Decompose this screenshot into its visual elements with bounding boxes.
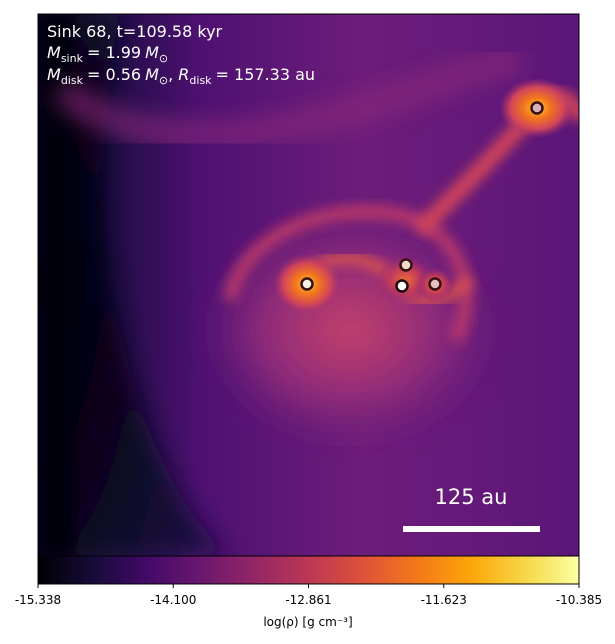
colorbar-tick-label: -10.385 xyxy=(556,593,602,607)
colorbar-ticks: -15.338 -14.100 -12.861 -11.623 -10.385 xyxy=(15,584,602,607)
scale-bar-label: 125 au xyxy=(435,485,508,509)
colorbar-tick-label: -14.100 xyxy=(150,593,196,607)
disk-mass-line: Mdisk = 0.56 M⊙, Rdisk = 157.33 au xyxy=(47,65,315,87)
colorbar-tick-label: -11.623 xyxy=(421,593,467,607)
sink-marker xyxy=(399,258,413,272)
colorbar-tick-label: -12.861 xyxy=(285,593,331,607)
title-line: Sink 68, t=109.58 kyr xyxy=(47,22,223,41)
colorbar-label: log(ρ) [g cm⁻³] xyxy=(263,615,352,629)
scale-bar xyxy=(403,526,540,532)
sink-mass-line: Msink = 1.99 M⊙ xyxy=(47,43,168,65)
colorbar xyxy=(37,555,580,585)
sink-marker xyxy=(395,279,409,293)
colorbar-tick-label: -15.338 xyxy=(15,593,61,607)
sink-marker xyxy=(428,277,442,291)
sink-marker xyxy=(300,277,314,291)
density-map xyxy=(38,14,579,556)
sink-marker xyxy=(530,101,544,115)
